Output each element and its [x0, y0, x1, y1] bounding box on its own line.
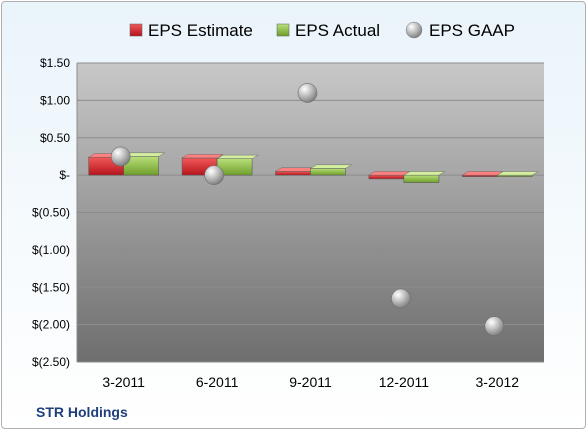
legend-swatch: [405, 21, 423, 39]
bar-eps-estimate: [275, 171, 311, 176]
y-tick-label: $(1.00): [32, 243, 70, 257]
bar-top-face: [403, 171, 446, 176]
bar-eps-actual: [403, 174, 440, 183]
bar-top-face: [368, 171, 411, 176]
legend-swatch: [129, 23, 143, 37]
x-tick-label: 3-2011: [102, 374, 145, 390]
y-tick-label: $-: [59, 168, 70, 182]
y-tick-label: $(2.00): [32, 318, 70, 332]
bar-top-face: [216, 154, 259, 159]
point-eps-gaap: [391, 288, 411, 309]
y-tick-label: $(1.50): [32, 280, 70, 294]
point-eps-gaap: [204, 165, 224, 185]
point-eps-gaap: [484, 316, 505, 336]
bar-top-face: [309, 164, 353, 169]
y-tick-label: $(0.50): [32, 206, 70, 220]
x-tick-label: 3-2012: [476, 374, 520, 390]
x-tick-label: 6-2011: [196, 374, 239, 390]
y-tick-label: $1.50: [40, 56, 70, 70]
bar-eps-actual: [310, 168, 346, 176]
y-tick-label: $0.50: [40, 131, 70, 145]
legend-label: EPS GAAP: [429, 21, 515, 40]
point-eps-gaap: [297, 83, 318, 103]
legend: EPS Estimate EPS Actual EPS GAAP: [129, 21, 515, 40]
bar-eps-estimate: [461, 174, 498, 177]
x-tick-label: 9-2011: [289, 374, 332, 390]
bar-top-face: [181, 154, 224, 159]
bar-eps-actual: [496, 174, 533, 177]
legend-label: EPS Actual: [295, 21, 380, 40]
y-tick-label: $1.00: [40, 93, 70, 107]
legend-swatch: [276, 23, 290, 37]
x-tick-label: 12-2011: [379, 374, 430, 390]
company-name: STR Holdings: [36, 404, 128, 420]
bar-top-face: [496, 171, 540, 176]
y-tick-label: $(2.50): [32, 355, 70, 369]
bar-eps-estimate: [368, 174, 405, 180]
point-eps-gaap: [110, 146, 131, 167]
legend-label: EPS Estimate: [148, 21, 253, 40]
bar-top-face: [461, 171, 505, 176]
